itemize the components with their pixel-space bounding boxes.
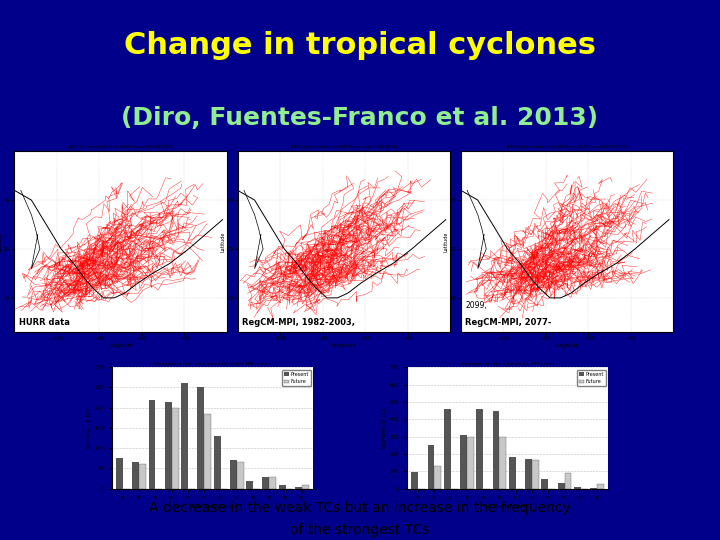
Bar [597,484,604,489]
Title: JASO Cyclonic tracks from MPI-Eman RCP85 runs [2077:2038]: JASO Cyclonic tracks from MPI-Eman RCP85… [507,145,627,150]
Bar [500,437,506,489]
Bar [302,485,309,489]
X-axis label: Wind speed ms⁻¹: Wind speed ms⁻¹ [189,503,236,509]
Bar [116,458,123,489]
Bar [525,459,532,489]
Legend: Present, Future: Present, Future [282,370,311,386]
Bar [165,402,172,489]
X-axis label: Longitude: Longitude [554,343,580,348]
Bar [279,485,286,489]
Legend: Present, Future: Present, Future [577,370,606,386]
Text: HURR data: HURR data [19,318,70,327]
Y-axis label: Latitude: Latitude [444,232,449,252]
Bar [148,400,156,489]
Title: JASO Cyclonic tracks from MPI-Eman runs [1982:2003]: JASO Cyclonic tracks from MPI-Eman runs … [290,145,397,150]
Bar [477,409,483,489]
Text: RegCM-MPI, 2077-: RegCM-MPI, 2077- [465,318,552,327]
Bar [230,460,237,489]
Bar [197,388,204,489]
Text: RegCM-MPI, 1982-2003,: RegCM-MPI, 1982-2003, [242,318,355,327]
Bar [204,414,211,489]
Bar [574,487,581,489]
Bar [139,464,146,489]
Bar [295,487,302,489]
Bar [172,408,179,489]
Title: histogram of max. wind speed for RegCM-MPI, 1 man: histogram of max. wind speed for RegCM-M… [155,362,270,366]
X-axis label: Longitude: Longitude [331,343,356,348]
Bar [237,462,243,489]
Y-axis label: Latitude: Latitude [0,232,3,252]
Title: histogram of max. wind speed: MPI 1 man: histogram of max. wind speed: MPI 1 man [462,362,554,366]
Bar [564,473,572,489]
Text: Change in tropical cyclones: Change in tropical cyclones [124,31,596,60]
Text: (Diro, Fuentes-Franco et al. 2013): (Diro, Fuentes-Franco et al. 2013) [122,106,598,130]
Y-axis label: Latitude: Latitude [221,232,226,252]
Bar [467,437,474,489]
Text: 2099,: 2099, [465,301,487,310]
Bar [214,436,220,489]
Bar [541,479,548,489]
Bar [428,446,434,489]
Y-axis label: Number of TCs: Number of TCs [87,408,92,448]
X-axis label: Wind speed ms⁻¹: Wind speed ms⁻¹ [484,503,531,509]
Bar [263,476,269,489]
Bar [132,462,139,489]
Text: A decrease in the weak TCs but an increase in the frequency: A decrease in the weak TCs but an increa… [149,501,571,515]
Bar [460,435,467,489]
Bar [434,466,441,489]
X-axis label: Longitude: Longitude [108,343,133,348]
Bar [509,457,516,489]
Bar [558,483,564,489]
Bar [444,409,451,489]
Bar [492,411,500,489]
Y-axis label: Number of TCs: Number of TCs [382,408,387,448]
Bar [269,477,276,489]
Bar [181,383,188,489]
Text: of the strongest TCs: of the strongest TCs [290,523,430,537]
Bar [532,460,539,489]
Bar [411,472,418,489]
Bar [246,481,253,489]
Title: JASO Cyclone tracks from HURR dataset [1982:2003]: JASO Cyclone tracks from HURR dataset [1… [69,145,172,150]
